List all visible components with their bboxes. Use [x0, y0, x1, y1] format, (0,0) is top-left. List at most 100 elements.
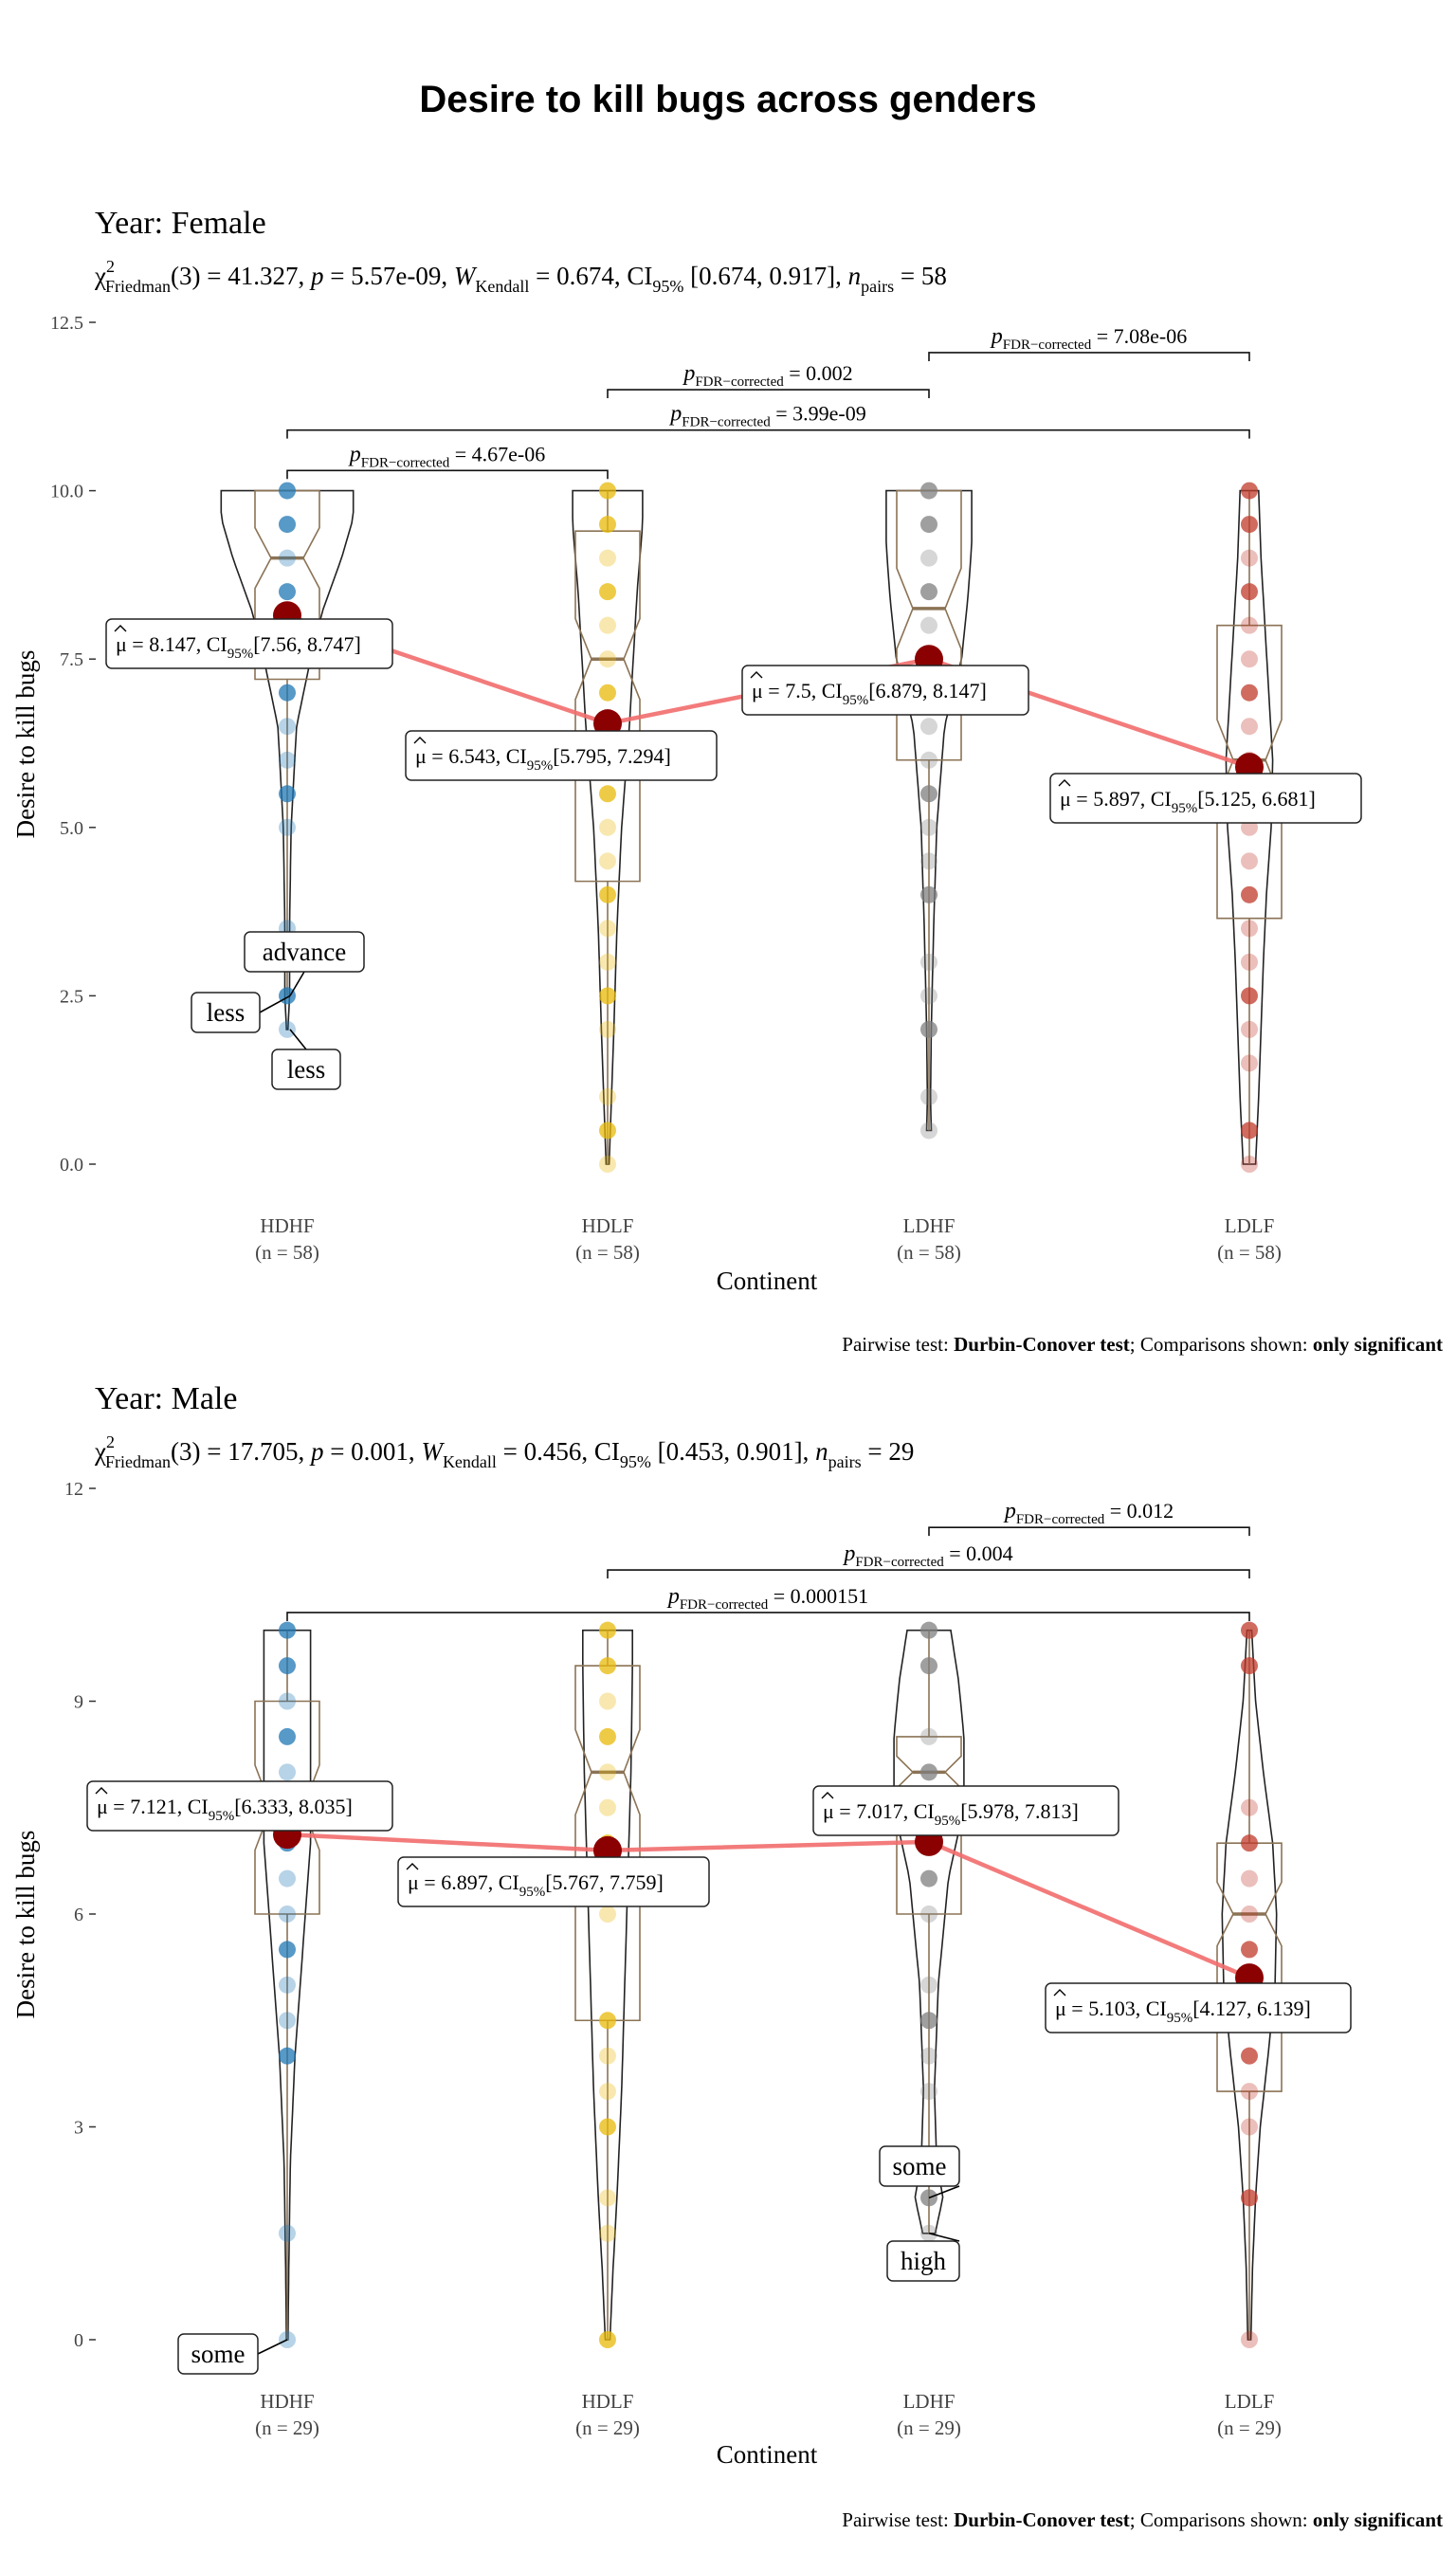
outlier-connector	[257, 2339, 288, 2355]
data-point	[599, 2012, 616, 2030]
data-point	[920, 616, 937, 634]
stats-subtitle: χ2 Friedman(3) = 41.327, p = 5.57e-09, WK…	[94, 257, 947, 296]
data-point	[920, 1657, 937, 1675]
data-point	[1241, 1621, 1258, 1639]
outlier-label-box	[879, 2145, 960, 2187]
data-point	[1241, 616, 1258, 634]
mean-label-box	[105, 618, 393, 669]
comparison-label: pFDR−corrected = 0.000151	[666, 1584, 868, 1613]
x-axis-label: Continent	[717, 1267, 818, 1295]
comparison-bracket	[607, 1569, 1250, 1579]
y-tick-label: 0.0	[60, 1155, 83, 1176]
box-HDLF	[574, 1665, 641, 2022]
panel-female: Year: Female χ2 Friedman(3) = 41.327, p = …	[11, 206, 1443, 1356]
data-point	[599, 2118, 616, 2136]
outlier-connector	[928, 2232, 960, 2242]
data-point	[1241, 2189, 1258, 2207]
comparison-bracket	[607, 389, 930, 399]
caption: Pairwise test: Durbin-Conover test; Comp…	[842, 2508, 1443, 2531]
mean-hat	[95, 1787, 108, 1795]
mean-label-box	[86, 1780, 393, 1832]
data-point	[599, 516, 616, 534]
comparison-label: pFDR−corrected = 0.012	[1003, 1499, 1174, 1527]
data-point	[279, 751, 296, 769]
data-point	[279, 1020, 296, 1038]
data-point	[599, 583, 616, 601]
data-point	[1241, 953, 1258, 971]
mean-label: μ = 8.147, CI95%[7.56, 8.747]	[116, 632, 361, 662]
data-point	[1241, 583, 1258, 601]
data-point	[1241, 920, 1258, 938]
data-point	[599, 2331, 616, 2348]
data-point	[920, 818, 937, 836]
x-tick-label: HDLF	[582, 2390, 634, 2413]
data-point	[279, 1869, 296, 1887]
y-tick-label: 2.5	[60, 986, 83, 1007]
y-tick-label: 9	[74, 1692, 83, 1713]
data-point	[279, 1692, 296, 1710]
x-n-label: (n = 29)	[1217, 2416, 1282, 2439]
data-point	[279, 2012, 296, 2030]
data-point	[279, 818, 296, 836]
mean-label: μ = 7.5, CI95%[6.879, 8.147]	[752, 679, 987, 708]
data-point	[920, 785, 937, 803]
mean-label-box	[405, 730, 718, 781]
outlier-label: high	[901, 2247, 947, 2275]
data-point	[920, 516, 937, 534]
data-point	[920, 1869, 937, 1887]
data-point	[1241, 1156, 1258, 1173]
panel-male: Year: Male χ2 Friedman(3) = 17.705, p = 0.…	[11, 1381, 1443, 2531]
data-point	[599, 1621, 616, 1639]
data-point	[599, 1763, 616, 1781]
data-point	[279, 1976, 296, 1994]
data-point	[920, 1763, 937, 1781]
comparison-bracket	[928, 1526, 1250, 1537]
mean-hat	[1053, 1989, 1066, 1997]
mean-label: μ = 7.121, CI95%[6.333, 8.035]	[97, 1795, 353, 1824]
data-point	[920, 583, 937, 601]
outlier-label-box	[191, 992, 261, 1033]
data-point	[279, 1727, 296, 1745]
data-point	[279, 1906, 296, 1923]
data-point	[279, 718, 296, 736]
mean-hat	[114, 625, 127, 632]
violin-HDLF	[572, 489, 644, 1165]
data-point	[279, 1657, 296, 1675]
comparison-label: pFDR−corrected = 4.67e-06	[348, 442, 545, 470]
x-n-label: (n = 58)	[255, 1241, 319, 1264]
comparison-label: pFDR−corrected = 0.004	[842, 1541, 1012, 1570]
data-point	[920, 549, 937, 567]
violin-LDLF	[1225, 489, 1274, 1165]
data-point	[599, 1020, 616, 1038]
data-point	[920, 718, 937, 736]
data-point	[1241, 2331, 1258, 2348]
mean-label-box	[812, 1785, 1119, 1836]
data-point	[279, 2224, 296, 2242]
data-point	[1241, 987, 1258, 1005]
data-point	[920, 482, 937, 500]
y-tick-label: 12.5	[50, 313, 83, 334]
x-n-label: (n = 58)	[897, 1241, 961, 1264]
data-point	[599, 987, 616, 1005]
data-point	[1241, 1906, 1258, 1923]
mean-hat	[406, 1863, 419, 1870]
outlier-label: less	[287, 1055, 326, 1084]
data-point	[1241, 482, 1258, 500]
x-n-label: (n = 58)	[1217, 1241, 1282, 1264]
violin-HDHF	[263, 1629, 312, 2341]
data-point	[279, 785, 296, 803]
data-point	[1241, 1657, 1258, 1675]
mean-label-box	[1049, 773, 1362, 824]
data-point	[920, 852, 937, 870]
data-point	[599, 684, 616, 702]
comparison-bracket	[286, 429, 1250, 439]
data-point	[920, 987, 937, 1005]
x-tick-label: LDHF	[903, 2390, 956, 2413]
outlier-label: some	[191, 2340, 246, 2368]
x-axis-label: Continent	[717, 2440, 818, 2469]
stats-subtitle: χ2 Friedman(3) = 17.705, p = 0.001, WKend…	[94, 1432, 914, 1471]
comparison-bracket	[928, 352, 1250, 361]
mean-hat	[1058, 779, 1071, 787]
y-tick-label: 3	[74, 2118, 83, 2139]
